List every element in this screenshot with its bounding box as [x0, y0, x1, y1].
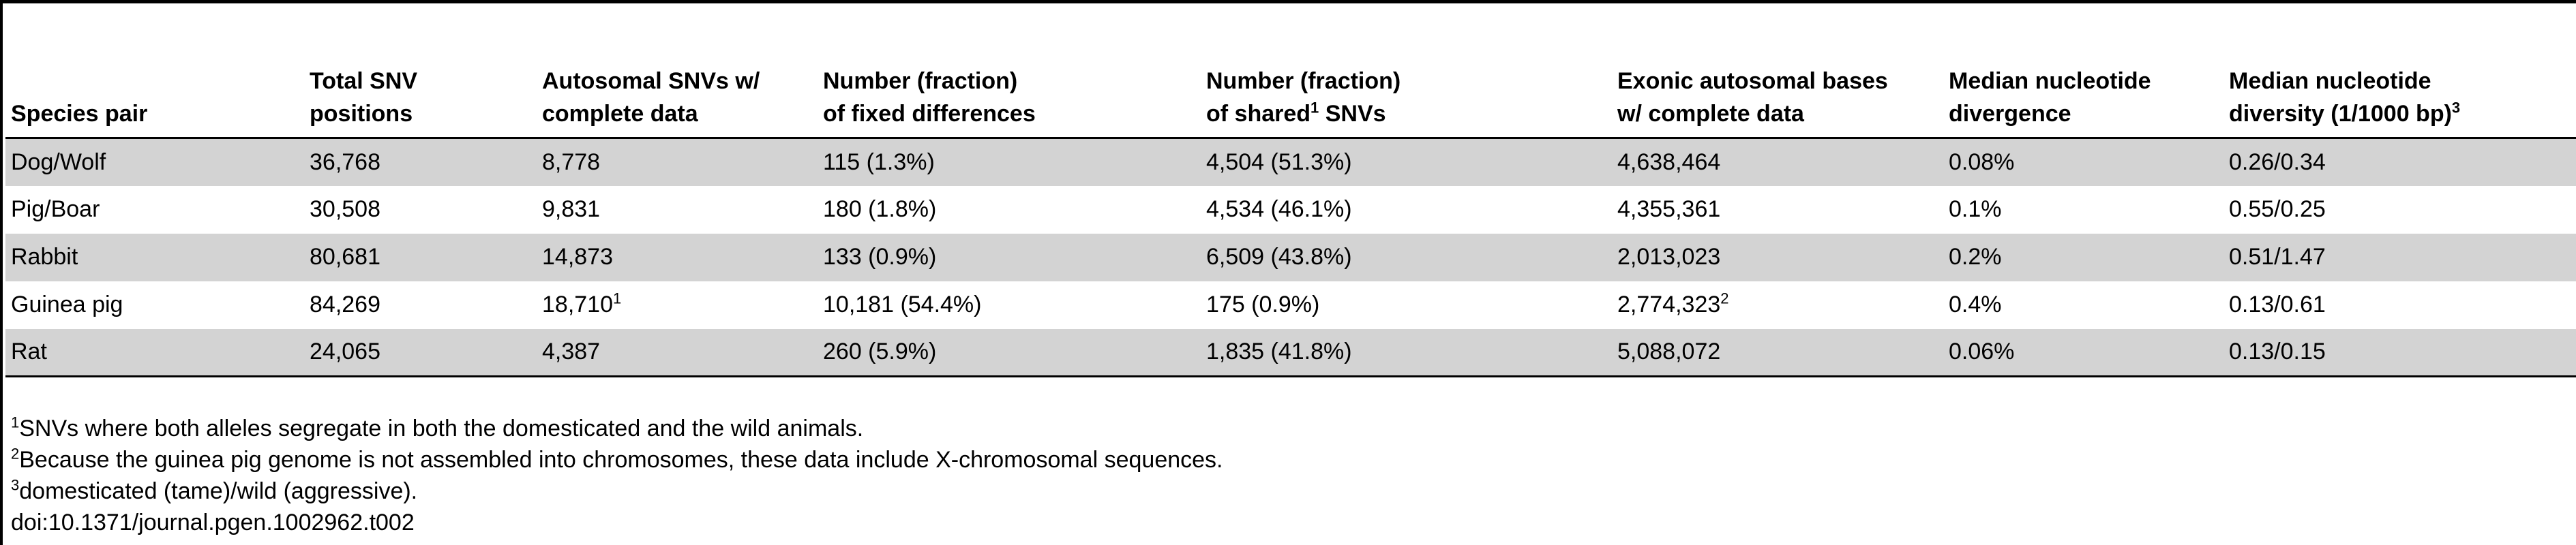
footnote-marker: 1 [1311, 99, 1319, 116]
table-cell: 0.13/0.15 [2229, 328, 2576, 377]
table-cell: 0.13/0.61 [2229, 292, 2326, 317]
table-cell: 0.26/0.34 [2229, 138, 2576, 186]
footnote: 2Because the guinea pig genome is not as… [11, 444, 1223, 476]
table-cell: 0.2% [1949, 233, 2229, 281]
footnote-marker: 3 [2451, 99, 2461, 116]
column-header: Autosomal SNVs w/complete data [542, 54, 823, 139]
table-row: Guinea pig 84,269 18,7101 10,181 (54.4%) 175… [5, 281, 2576, 329]
table-cell: 260 (5.9%) [823, 328, 1206, 377]
species-pair-cell: Rabbit [5, 233, 310, 281]
table-row: Rat 24,065 4,387 260 (5.9%) 1,835 (41.8%) 5,0… [5, 328, 2576, 377]
top-rule [0, 0, 2576, 3]
table-cell: 4,504 (51.3%) [1206, 138, 1617, 186]
table-cell: 4,387 [542, 328, 823, 377]
footnote-marker: 1 [11, 414, 20, 431]
table-row: Pig/Boar 30,508 9,831 180 (1.8%) 4,534 (46.1… [5, 186, 2576, 234]
footnote-text: SNVs where both alleles segregate in bot… [19, 416, 864, 441]
footnote-marker: 3 [11, 476, 20, 494]
table-row: Rabbit 80,681 14,873 133 (0.9%) 6,509 (43.8%… [5, 233, 2576, 281]
table-cell: 0.08% [1949, 138, 2229, 186]
table-cell: 1,835 (41.8%) [1206, 328, 1617, 377]
table-cell: 9,831 [542, 196, 601, 222]
table-cell: 4,534 (46.1%) [1206, 196, 1352, 222]
table-cell: 14,873 [542, 233, 823, 281]
table-cell: 0.55/0.25 [2229, 196, 2326, 222]
table-cell: 5,088,072 [1617, 328, 1949, 377]
column-header: Total SNV positions [310, 54, 542, 139]
table-row: Dog/Wolf 36,768 8,778 115 (1.3%) 4,504 (51.3… [5, 138, 2576, 186]
table-cell: 4,355,361 [1617, 196, 1721, 222]
column-header: Median nucleotide divergence [1949, 54, 2229, 139]
footnote-marker: 1 [613, 290, 622, 307]
species-pair-cell: Pig/Boar [11, 196, 100, 222]
table-cell: 84,269 [310, 292, 380, 317]
doi-line: doi:10.1371/journal.pgen.1002962.t002 [11, 507, 1223, 538]
table-cell: 0.06% [1949, 328, 2229, 377]
table-cell: 18,7101 [542, 290, 622, 317]
table-body: Dog/Wolf 36,768 8,778 115 (1.3%) 4,504 (51.3… [5, 138, 2576, 377]
table-cell: 180 (1.8%) [823, 196, 937, 222]
column-header: Number (fraction) of fixed differences [823, 54, 1206, 139]
table-cell: 133 (0.9%) [823, 233, 1206, 281]
table-cell: 4,638,464 [1617, 138, 1949, 186]
footnote-text: Because the guinea pig genome is not ass… [19, 447, 1223, 473]
table-cell: 24,065 [310, 328, 542, 377]
header-row: Species pair Total SNV positions Autosomal … [5, 54, 2576, 139]
table-cell: 80,681 [310, 233, 542, 281]
table-cell: 10,181 (54.4%) [823, 292, 982, 317]
footnote-marker: 2 [1720, 290, 1729, 307]
species-pair-cell: Dog/Wolf [5, 138, 310, 186]
footnote-text: doi:10.1371/journal.pgen.1002962.t002 [11, 510, 415, 535]
footnote: 3domesticated (tame)/wild (aggressive). [11, 476, 1223, 507]
footnote-text: domesticated (tame)/wild (aggressive). [19, 478, 418, 504]
column-header: Exonic autosomal bases w/ complete data [1617, 54, 1949, 139]
footnote-marker: 2 [11, 445, 20, 463]
column-header: Number (fraction) of shared1 SNVs [1206, 54, 1617, 139]
table-cell: 0.51/1.47 [2229, 233, 2576, 281]
footnote: 1SNVs where both alleles segregate in bo… [11, 413, 1223, 444]
table-cell: 2,774,3232 [1617, 290, 1729, 317]
species-pair-cell: Guinea pig [11, 292, 123, 317]
footnotes: 1SNVs where both alleles segregate in bo… [11, 413, 1223, 538]
table-cell: 2,013,023 [1617, 233, 1949, 281]
data-table: Species pair Total SNV positions Autosomal … [5, 54, 2576, 377]
table-cell: 175 (0.9%) [1206, 292, 1320, 317]
table-cell: 115 (1.3%) [823, 138, 1206, 186]
column-header: Species pair [5, 54, 310, 139]
table-cell: 30,508 [310, 196, 380, 222]
table-cell: 6,509 (43.8%) [1206, 233, 1617, 281]
table-cell: 8,778 [542, 138, 823, 186]
table-cell: 36,768 [310, 138, 542, 186]
table-cell: 0.1% [1949, 196, 2002, 222]
species-pair-cell: Rat [5, 328, 310, 377]
column-header: Median nucleotide diversity (1/1000 bp)3 [2229, 54, 2576, 139]
table-cell: 0.4% [1949, 292, 2002, 317]
